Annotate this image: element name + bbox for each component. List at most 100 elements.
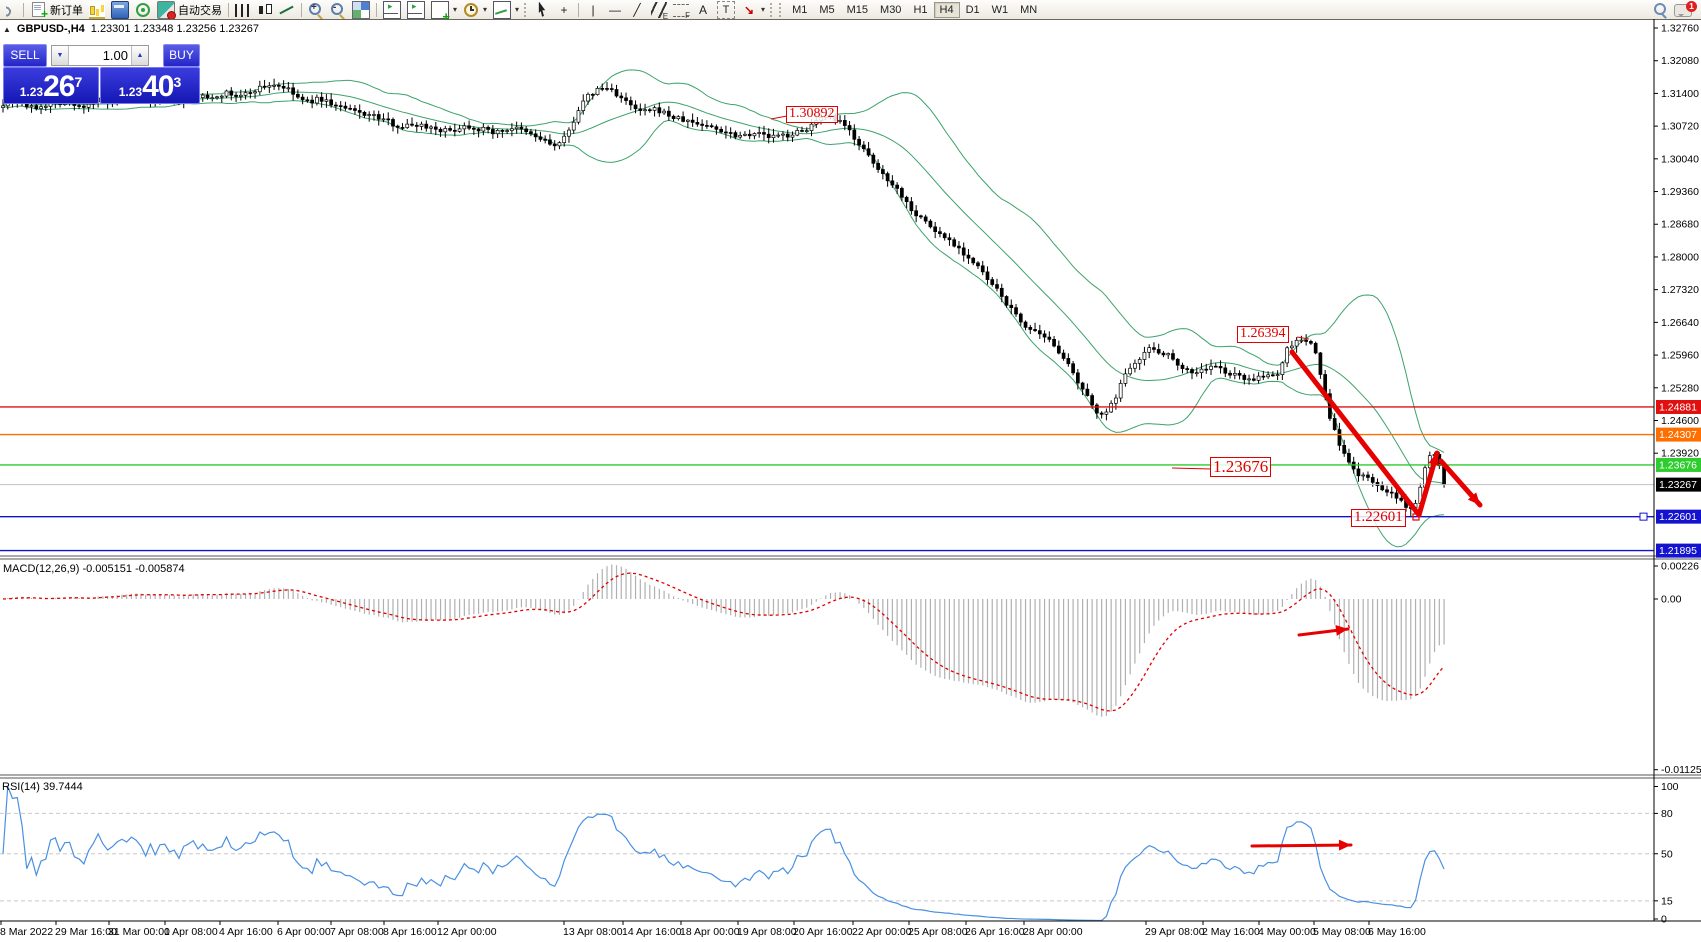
strategy-signal-button[interactable]: [132, 1, 154, 18]
fibonacci-icon: [673, 4, 690, 19]
time-tick-label[interactable]: 6 Apr 00:00: [277, 926, 331, 938]
time-tick-label[interactable]: 14 Apr 16:00: [622, 926, 682, 938]
arrows-tool-button[interactable]: ↘ ▾: [738, 1, 768, 18]
arrows-tool-dropdown-icon[interactable]: ▾: [761, 5, 766, 14]
period-presets-button[interactable]: ▾: [460, 1, 490, 18]
chart-template-dropdown-icon[interactable]: ▾: [515, 5, 520, 14]
timeframe-button-H4[interactable]: H4: [933, 1, 960, 18]
time-tick-label[interactable]: 25 Apr 08:00: [908, 926, 968, 938]
timeframe-button-M5[interactable]: M5: [813, 2, 840, 18]
time-tick-label[interactable]: 6 May 16:00: [1368, 926, 1426, 938]
text-label-button[interactable]: T: [714, 0, 738, 19]
time-tick-label[interactable]: 31 Mar 00:00: [108, 926, 170, 938]
period-presets-dropdown-icon[interactable]: ▾: [483, 5, 488, 14]
label-anchor-square[interactable]: [1412, 513, 1420, 521]
time-tick-label[interactable]: 8 Mar 2022: [0, 926, 53, 938]
price-annotation-122601[interactable]: 1.22601: [1351, 509, 1406, 527]
price-annotation-123676[interactable]: 1.23676: [1210, 457, 1272, 477]
timeframe-button-W1[interactable]: W1: [986, 2, 1015, 18]
time-tick-label[interactable]: 19 Apr 08:00: [737, 926, 797, 938]
search-button[interactable]: [1649, 1, 1671, 18]
indicator-window-button[interactable]: [380, 0, 404, 19]
crosshair-button[interactable]: +: [553, 1, 575, 18]
timeframe-button-H1[interactable]: H1: [907, 2, 933, 18]
time-tick-label[interactable]: 18 Apr 00:00: [680, 926, 740, 938]
autotrading-button[interactable]: 自动交易: [154, 0, 225, 19]
add-indicator-button[interactable]: ▾: [428, 0, 460, 19]
time-tick-label[interactable]: 5 May 08:00: [1313, 926, 1371, 938]
buy-price-button[interactable]: 1.23 40 3: [100, 67, 200, 104]
terminal-button[interactable]: [108, 0, 132, 19]
candle-body: [733, 132, 738, 138]
price-annotation-130892[interactable]: 1.30892: [786, 106, 838, 123]
chart-template-button[interactable]: ▾: [490, 0, 522, 19]
time-tick-label[interactable]: 28 Apr 00:00: [1023, 926, 1083, 938]
cursor-button[interactable]: [531, 1, 553, 18]
text-icon: A: [695, 2, 711, 18]
time-tick-label[interactable]: 7 Apr 08:00: [330, 926, 384, 938]
chart-candles-button[interactable]: [254, 1, 276, 18]
volume-value[interactable]: 1.00: [102, 48, 128, 63]
candle-body: [1047, 336, 1052, 340]
time-tick-label[interactable]: 4 May 00:00: [1258, 926, 1316, 938]
buy-button[interactable]: BUY: [163, 44, 200, 67]
time-tick-label[interactable]: 22 Apr 00:00: [852, 926, 912, 938]
chart-canvas[interactable]: 1.32760 1.32080 1.31400 1.30720 1.30040 1.293…: [0, 19, 1701, 942]
timeframe-button-MN[interactable]: MN: [1014, 2, 1043, 18]
time-tick-label[interactable]: 29 Apr 08:00: [1145, 926, 1205, 938]
time-tick-label[interactable]: 12 Apr 00:00: [437, 926, 497, 938]
tile-windows-button[interactable]: [349, 0, 373, 19]
candle-body: [600, 88, 605, 90]
vertical-line-button[interactable]: |: [582, 1, 604, 18]
add-indicator-dropdown-icon[interactable]: ▾: [453, 5, 458, 14]
zoom-out-button[interactable]: -: [327, 1, 349, 18]
level-handle[interactable]: [1639, 512, 1648, 521]
label-connector: [1296, 336, 1310, 340]
time-tick-label[interactable]: 20 Apr 16:00: [793, 926, 853, 938]
indicator-list-button[interactable]: [404, 0, 428, 19]
new-order-button[interactable]: 新订单: [27, 1, 86, 19]
chart-line-button[interactable]: [276, 1, 298, 18]
timeframe-button-M15[interactable]: M15: [841, 2, 874, 18]
toolbar-grip[interactable]: [524, 2, 529, 17]
text-button[interactable]: A: [692, 1, 714, 18]
horizontal-line-button[interactable]: —: [604, 1, 626, 18]
volume-increase-icon[interactable]: ▲: [131, 46, 148, 65]
timeframe-button-D1[interactable]: D1: [960, 2, 986, 18]
downtrend-line-annotation[interactable]: [1289, 349, 1422, 518]
candle-body: [1213, 365, 1218, 368]
time-tick-label[interactable]: 1 Apr 08:00: [164, 926, 218, 938]
macd-indicator-label: MACD(12,26,9) -0.005151 -0.005874: [3, 563, 185, 575]
candle-body: [643, 109, 647, 112]
candle-body: [410, 123, 414, 126]
timeframe-button-M1[interactable]: M1: [786, 2, 813, 18]
sell-button[interactable]: SELL: [3, 44, 47, 67]
candle-body: [215, 96, 219, 99]
equidistant-channel-button[interactable]: [648, 1, 670, 19]
notifications-button[interactable]: 1: [1671, 1, 1697, 18]
market-watch-button[interactable]: [86, 0, 108, 19]
time-tick-label[interactable]: 13 Apr 08:00: [563, 926, 623, 938]
volume-decrease-icon[interactable]: ▼: [52, 46, 69, 65]
trendline-button[interactable]: ╱: [626, 1, 648, 18]
toolbar-grip[interactable]: [770, 2, 775, 17]
clipped-button[interactable]: [0, 1, 20, 18]
fibonacci-button[interactable]: [670, 1, 692, 19]
time-tick-label[interactable]: 8 Apr 16:00: [383, 926, 437, 938]
toolbar-grip[interactable]: [779, 2, 784, 17]
rsi-arrow-annotation[interactable]: [1250, 843, 1353, 848]
zoom-in-button[interactable]: +: [305, 1, 327, 18]
timeframe-button-M30[interactable]: M30: [874, 2, 907, 18]
candle-body: [971, 257, 976, 264]
macd-tick-label: -0.011252: [1661, 764, 1701, 776]
time-tick-label[interactable]: 2 May 16:00: [1202, 926, 1260, 938]
price-annotation-126394[interactable]: 1.26394: [1237, 326, 1289, 343]
candle-body: [1228, 372, 1232, 376]
sell-price-button[interactable]: 1.23 26 7: [3, 67, 99, 104]
candle-body: [766, 133, 771, 139]
time-tick-label[interactable]: 4 Apr 16:00: [219, 926, 273, 938]
chart-bars-button[interactable]: [232, 1, 254, 18]
collapse-quote-icon[interactable]: ▲: [3, 24, 11, 34]
time-tick-label[interactable]: 29 Mar 16:00: [55, 926, 117, 938]
time-tick-label[interactable]: 26 Apr 16:00: [965, 926, 1025, 938]
